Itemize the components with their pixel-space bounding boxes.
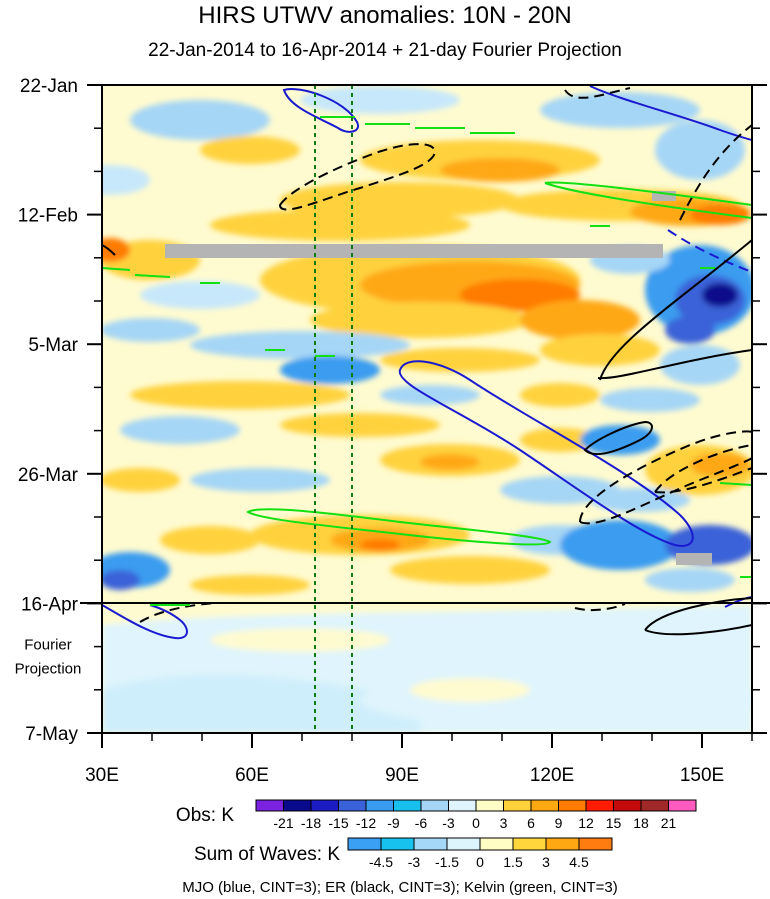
colorbar-box (512, 837, 547, 851)
footnote: MJO (blue, CINT=3); ER (black, CINT=3); … (182, 879, 618, 896)
mjo-contour (398, 360, 694, 547)
colorbar-box (585, 799, 614, 812)
kelvin-contour (245, 508, 552, 546)
kelvin-contour (200, 282, 335, 357)
chart-subtitle: 22-Jan-2014 to 16-Apr-2014 + 21-day Four… (148, 40, 622, 61)
colorbar-level: -12 (356, 815, 376, 831)
colorbar-box (530, 799, 559, 812)
er-contour (278, 143, 437, 211)
colorbar-level: 0 (476, 854, 484, 870)
colorbar-box (347, 837, 382, 851)
projection-label: Fourier (24, 637, 72, 654)
er-contour (564, 87, 631, 99)
colorbar-level: 0 (472, 815, 480, 831)
kelvin-contour (102, 267, 171, 278)
colorbar-box (446, 837, 481, 851)
reference-lines (314, 85, 353, 733)
y-tick-label: 26-Mar (18, 465, 79, 486)
colorbar-level: 12 (578, 815, 594, 831)
er-contour (579, 457, 752, 525)
y-tick-label: 12-Feb (18, 206, 78, 227)
x-tick-label: 60E (235, 765, 269, 786)
colorbar-box (338, 799, 367, 812)
colorbar-level: 6 (527, 815, 535, 831)
colorbar-level: -6 (415, 815, 428, 831)
colorbar-level: -3 (408, 854, 421, 870)
colorbar-box (448, 799, 477, 812)
colorbar-level: 4.5 (569, 854, 589, 870)
x-tick-label: 120E (530, 765, 574, 786)
er-contour (654, 467, 752, 494)
colorbar-box (413, 837, 448, 851)
y-tick-label: 5-Mar (28, 335, 78, 356)
colorbar-level: 9 (555, 815, 563, 831)
colorbar-box (283, 799, 312, 812)
colorbar-title: Obs: K (176, 805, 234, 826)
er-contour (583, 420, 653, 456)
plot-frame (101, 84, 753, 734)
colorbar-level: -3 (442, 815, 455, 831)
colorbar-level: -18 (301, 815, 321, 831)
colorbar-level: -4.5 (369, 854, 393, 870)
er-contour (654, 444, 752, 493)
colorbar-box (640, 799, 669, 812)
er-contour (644, 597, 752, 636)
colorbar-box (545, 837, 580, 851)
colorbar-box (613, 799, 642, 812)
colorbar-box (479, 837, 514, 851)
colorbar-box (475, 799, 504, 812)
colorbar-box (310, 799, 339, 812)
er-contour (579, 430, 752, 523)
mjo-contour (589, 85, 752, 141)
colorbar-box (503, 799, 532, 812)
colorbar-level: 18 (633, 815, 649, 831)
colorbar-level: -9 (387, 815, 400, 831)
mjo-contour (102, 604, 188, 640)
colorbar-title: Sum of Waves: K (194, 844, 340, 865)
colorbar-box (365, 799, 394, 812)
x-axis: 30E 60E 90E 120E 150E (85, 733, 753, 786)
colorbar-box (420, 799, 449, 812)
colorbar-box (380, 837, 415, 851)
colorbar-box (255, 799, 284, 812)
colorbar-level: -1.5 (435, 854, 459, 870)
mjo-contour (667, 229, 752, 273)
y-tick-label: 16-Apr (21, 594, 79, 615)
missing-data (676, 553, 712, 565)
kelvin-contour (544, 181, 752, 219)
colorbar-level: 15 (606, 815, 622, 831)
colorbar-level: -15 (328, 815, 348, 831)
y-tick-label: 7-May (25, 724, 78, 745)
x-tick-label: 90E (385, 765, 419, 786)
y-axis: 22-Jan 12-Feb 5-Mar 26-Mar 16-Apr 7-May Fourie… (15, 76, 767, 745)
kelvin-contour (590, 225, 752, 578)
colorbar-box (578, 837, 613, 851)
er-contour (574, 603, 626, 612)
obs-colorbar: Obs: K -21 -18 -15 -12 -9 -6 -3 0 3 6 9 12 15 18 21 (176, 799, 697, 831)
colorbar-level: 3 (542, 854, 550, 870)
er-contour (102, 244, 116, 256)
colorbar-level: 21 (661, 815, 677, 831)
colorbar-level: -21 (273, 815, 293, 831)
missing-data (652, 191, 676, 201)
er-contour (597, 349, 752, 380)
colorbar-box (393, 799, 422, 812)
colorbar-box (668, 799, 697, 812)
colorbar-box (558, 799, 587, 812)
y-tick-label: 22-Jan (20, 76, 78, 97)
colorbar-level: 1.5 (503, 854, 523, 870)
wave-contours (102, 85, 752, 640)
er-contour (599, 239, 752, 381)
x-tick-label: 150E (680, 765, 724, 786)
colorbar-level: 3 (500, 815, 508, 831)
missing-data (165, 244, 663, 258)
kelvin-contour (365, 123, 515, 134)
wave-colorbar: Sum of Waves: K -4.5 -3 -1.5 0 1.5 3 4.5 (194, 837, 613, 870)
x-tick-label: 30E (85, 765, 119, 786)
projection-label: Projection (15, 661, 82, 678)
chart-title: HIRS UTWV anomalies: 10N - 20N (198, 2, 572, 29)
mjo-contour (282, 88, 360, 133)
